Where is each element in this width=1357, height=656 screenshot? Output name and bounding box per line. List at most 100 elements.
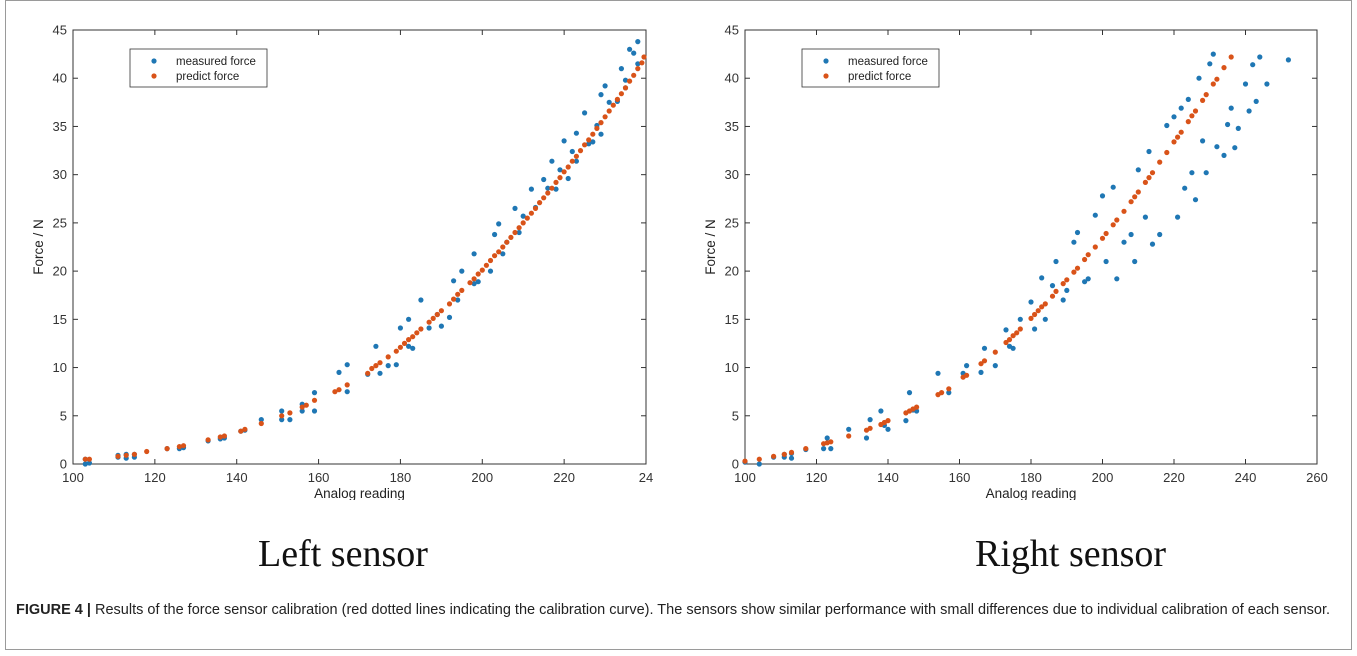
right-data-point <box>1128 231 1134 238</box>
left-data-point <box>641 54 647 60</box>
left-panel-title: Left sensor <box>258 533 428 575</box>
right-xtick-label: 160 <box>949 470 971 485</box>
right-data-point <box>946 386 952 392</box>
right-ytick-label: 45 <box>725 23 739 38</box>
left-data-point <box>365 370 371 376</box>
right-data-point <box>771 453 777 459</box>
right-data-point <box>1017 326 1023 332</box>
right-data-point <box>981 358 988 364</box>
right-data-point <box>1203 170 1209 176</box>
right-data-point <box>1178 105 1184 111</box>
right-data-point <box>1175 214 1181 220</box>
left-data-point <box>635 39 641 45</box>
right-data-point <box>1203 92 1209 98</box>
left-ytick-label: 10 <box>53 360 67 375</box>
left-plot-area <box>72 29 647 465</box>
right-data-point <box>1010 333 1016 339</box>
left-chart: 0 5 10 15 20 25 30 35 40 45 100 120 140 160 180 200 220 2… <box>31 23 653 501</box>
left-data-point <box>483 262 489 268</box>
right-data-point <box>1164 122 1170 129</box>
left-data-point <box>369 365 375 372</box>
left-xtick-label: 100 <box>62 470 84 485</box>
right-data-point <box>1146 175 1152 181</box>
right-data-point <box>1074 229 1081 236</box>
right-data-point <box>1003 339 1009 346</box>
left-data-point <box>238 428 244 434</box>
left-data-point <box>205 437 211 443</box>
right-data-point <box>1099 193 1106 199</box>
left-data-point <box>332 389 338 395</box>
left-data-point <box>528 186 535 192</box>
right-legend-marker <box>823 73 829 79</box>
left-data-point <box>86 460 92 466</box>
right-data-point <box>756 461 762 467</box>
right-data-point <box>1221 152 1227 158</box>
left-data-point <box>336 387 342 393</box>
right-data-point <box>1085 276 1091 282</box>
right-data-point <box>756 456 762 462</box>
left-xtick-label: 24 <box>639 470 653 485</box>
right-data-point <box>1110 184 1116 190</box>
left-data-point <box>438 323 444 329</box>
right-data-point <box>1214 144 1220 150</box>
right-data-point <box>1228 54 1234 60</box>
left-data-point <box>598 120 604 126</box>
left-data-point <box>344 389 350 395</box>
right-xtick-label: 220 <box>1163 470 1185 485</box>
left-data-point <box>258 420 264 427</box>
right-data-point <box>1064 287 1070 293</box>
right-data-point <box>992 349 998 355</box>
left-data-point <box>217 434 223 440</box>
right-data-point <box>964 372 970 378</box>
right-data-point <box>1200 138 1206 144</box>
left-data-point <box>373 343 379 349</box>
left-data-point <box>479 267 485 273</box>
right-data-point <box>1042 301 1048 307</box>
left-data-point <box>410 345 416 351</box>
right-data-point <box>867 425 873 431</box>
right-data-point <box>1146 148 1152 155</box>
left-data-point <box>610 102 616 108</box>
right-data-point <box>1157 159 1163 165</box>
left-data-point <box>336 369 342 375</box>
right-data-point <box>1082 279 1088 285</box>
right-data-point <box>1242 81 1249 87</box>
right-data-point <box>946 390 952 396</box>
right-data-point <box>1006 337 1013 343</box>
left-data-point <box>287 417 293 423</box>
left-data-point <box>512 205 518 211</box>
right-panel-title: Right sensor <box>975 533 1167 575</box>
left-xtick-label: 160 <box>308 470 330 485</box>
right-data-point <box>1082 256 1088 263</box>
right-data-point <box>964 363 970 369</box>
left-data-point <box>586 141 592 147</box>
left-data-point <box>438 308 444 314</box>
left-data-point <box>516 229 522 236</box>
left-data-point <box>573 130 580 136</box>
right-data-point <box>1035 308 1041 314</box>
left-data-point <box>508 234 514 240</box>
left-data-point <box>459 268 465 274</box>
left-data-point <box>311 397 318 403</box>
right-data-point <box>992 363 998 369</box>
right-data-point <box>1121 239 1127 245</box>
left-data-point <box>520 220 526 226</box>
right-data-point <box>1214 76 1220 82</box>
left-data-point <box>598 131 604 137</box>
right-data-point <box>863 435 870 441</box>
right-chart: 0 5 10 15 20 25 30 35 40 45 100 120 140 160 180 200 220 2… <box>703 23 1328 501</box>
right-ytick-label: 40 <box>725 71 739 86</box>
left-data-point <box>279 408 285 414</box>
right-data-point <box>885 426 891 432</box>
left-y-axis-label: Force / N <box>31 219 46 275</box>
left-data-point <box>410 334 416 340</box>
right-data-point <box>1135 167 1141 173</box>
left-data-point <box>496 249 502 255</box>
left-data-point <box>545 185 551 191</box>
left-ytick-label: 45 <box>53 23 67 38</box>
left-data-point <box>586 137 592 143</box>
left-data-point <box>614 96 621 102</box>
left-data-point <box>344 362 350 368</box>
left-data-point <box>573 158 580 164</box>
right-data-point <box>1114 217 1120 223</box>
